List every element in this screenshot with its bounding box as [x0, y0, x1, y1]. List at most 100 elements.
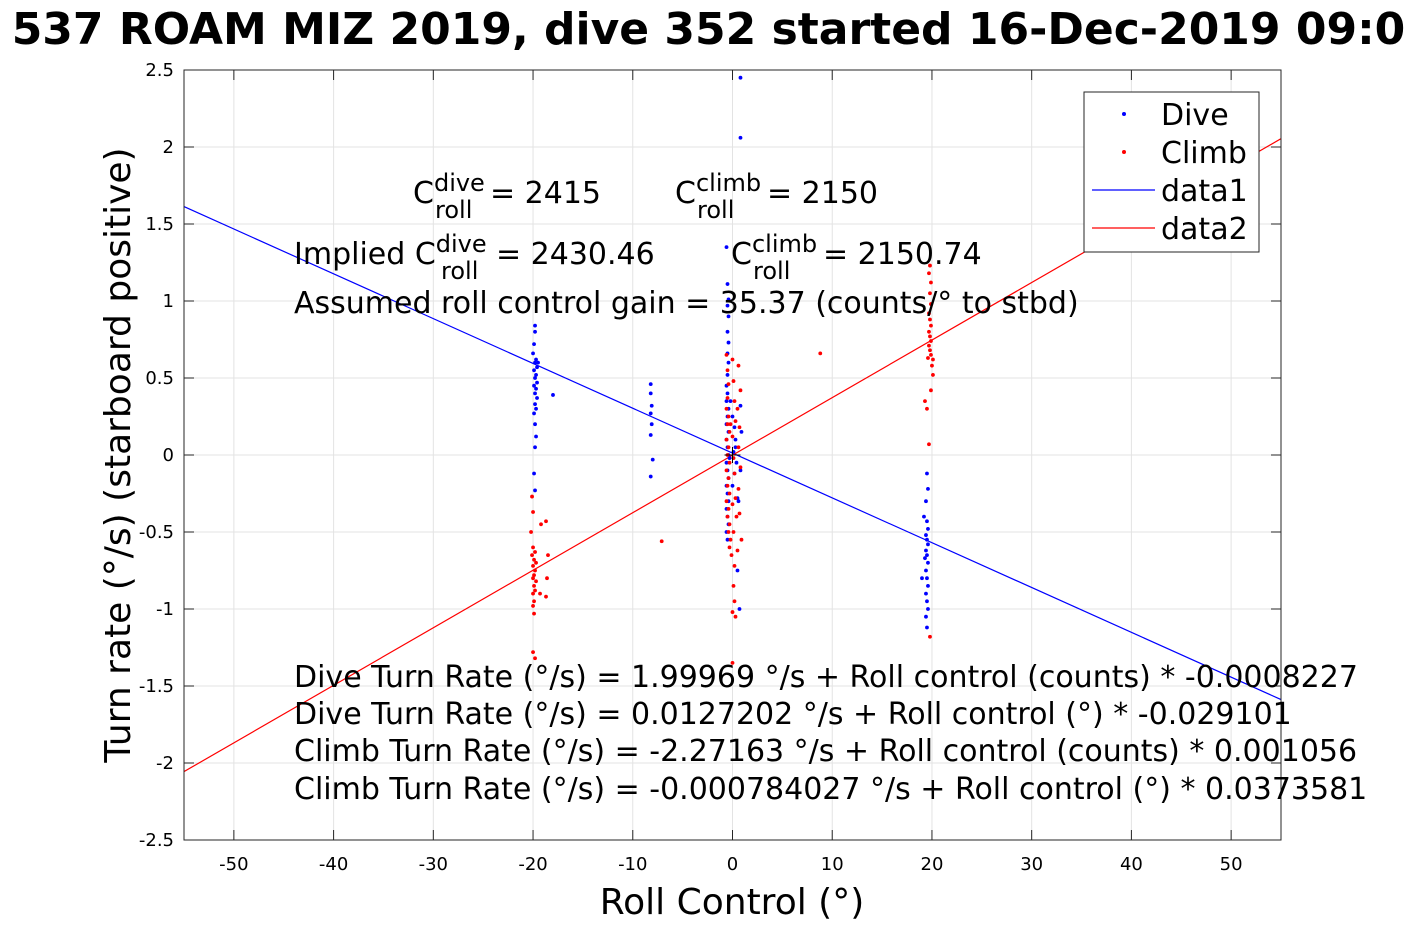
origin-crosshair: [724, 447, 741, 463]
legend-label-data1: data1: [1161, 174, 1248, 209]
dive-point: [924, 499, 928, 504]
climb-point: [533, 588, 537, 593]
dive-point: [534, 357, 538, 362]
data-points: [529, 75, 935, 665]
dive-point: [925, 537, 929, 542]
climb-point: [533, 568, 537, 573]
climb-point: [730, 434, 735, 439]
c-climb-sub: roll: [697, 196, 734, 224]
dive-point: [925, 519, 929, 524]
dive-point: [725, 373, 730, 377]
dive-point: [533, 488, 537, 493]
dive-point: [725, 303, 730, 308]
dive-point: [724, 460, 729, 465]
dive-point: [648, 433, 653, 437]
dive-point: [649, 403, 654, 408]
dive-point: [648, 391, 653, 396]
climb-point: [730, 502, 735, 507]
climb-point: [531, 591, 535, 596]
climb-point: [724, 437, 729, 442]
climb-point: [531, 510, 535, 514]
climb-point: [927, 442, 931, 447]
climb-point: [930, 363, 934, 368]
x-tick-label: -30: [419, 854, 448, 875]
c-dive-annotation: Cdive: [413, 169, 485, 211]
climb-point: [739, 537, 744, 542]
climb-point: [737, 511, 742, 516]
dive-point: [925, 553, 929, 557]
climb-point: [733, 419, 738, 424]
dive-point: [534, 434, 538, 439]
implied-dive-value: = 2430.46: [496, 237, 655, 272]
climb-point: [724, 468, 729, 473]
climb-point: [927, 329, 931, 334]
dive-point: [648, 411, 653, 416]
dive-point: [533, 391, 537, 396]
dive-point: [531, 351, 535, 356]
climb-point: [931, 373, 935, 377]
climb-point: [725, 422, 730, 427]
c-dive-sub: roll: [435, 196, 472, 224]
y-tick-label: 0: [163, 445, 174, 466]
dive-point: [725, 282, 730, 286]
dive-point: [726, 340, 731, 345]
y-tick-label: -1.5: [139, 676, 174, 697]
implied-climb-value: = 2150.74: [823, 237, 982, 272]
climb-point: [728, 537, 733, 542]
climb-point: [532, 557, 536, 562]
legend-marker-dive: [1122, 112, 1126, 116]
climb-point: [531, 545, 535, 550]
legend-box: [1083, 91, 1260, 253]
climb-point: [544, 594, 548, 599]
climb-point: [727, 460, 732, 465]
climb-point: [532, 599, 536, 604]
implied-climb-annotation: Cclimb: [731, 230, 817, 272]
climb-point: [531, 563, 535, 568]
climb-point: [929, 353, 933, 357]
dive-point: [534, 373, 538, 377]
climb-point: [532, 584, 536, 588]
dive-point: [533, 422, 537, 427]
dive-point: [724, 245, 729, 250]
x-tick-label: 50: [1220, 854, 1243, 875]
y-tick-label: -0.5: [139, 522, 174, 543]
climb-point: [736, 486, 741, 491]
climb-point: [732, 471, 737, 476]
c-climb-value: = 2150: [767, 176, 878, 211]
dive-point: [533, 445, 537, 450]
climb-point: [724, 353, 729, 357]
climb-point: [733, 614, 738, 619]
dive-point: [536, 360, 540, 365]
x-tick-label: 0: [727, 854, 738, 875]
climb-point: [724, 406, 729, 411]
implied-dive-sub: roll: [441, 257, 478, 285]
dive-point: [727, 456, 732, 460]
y-tick-label: -1: [156, 599, 174, 620]
dive-point: [736, 499, 741, 504]
y-tick-label: 2: [163, 137, 174, 158]
climb-point: [725, 483, 730, 488]
dive-point: [725, 537, 730, 542]
dive-point: [649, 422, 654, 427]
climb-point: [737, 425, 742, 430]
climb-point: [927, 311, 931, 316]
dive-point: [726, 314, 731, 319]
dive-point: [735, 568, 740, 573]
dive-point: [925, 576, 929, 581]
climb-point: [531, 576, 535, 581]
climb-point: [534, 579, 538, 584]
x-tick-label: 40: [1120, 854, 1143, 875]
y-tick-label: 0.5: [145, 368, 174, 389]
climb-point: [929, 302, 933, 306]
x-tick-labels: -50 -40 -30 -20 -10 0 10 20 30 40 50: [219, 854, 1242, 875]
climb-point: [725, 396, 730, 400]
dive-point: [732, 425, 737, 430]
climb-point: [533, 550, 537, 554]
climb-point: [727, 491, 732, 496]
dive-point: [926, 584, 930, 588]
x-tick-label: -10: [618, 854, 647, 875]
x-tick-label: -20: [518, 854, 547, 875]
climb-point: [533, 656, 537, 661]
dive-point: [535, 396, 539, 400]
x-tick-label: -40: [319, 854, 348, 875]
